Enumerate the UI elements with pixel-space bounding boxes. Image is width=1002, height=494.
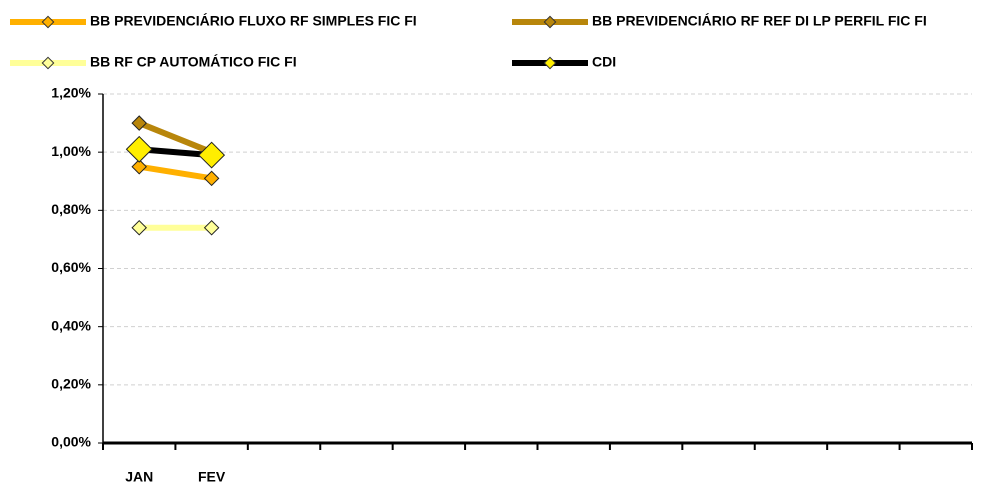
y-tick-label: 0,20% [51, 376, 91, 392]
legend-marker [41, 56, 55, 70]
y-tick-label: 0,60% [51, 259, 91, 275]
marker [203, 170, 220, 187]
marker [198, 141, 226, 169]
legend-label: BB PREVIDENCIÁRIO FLUXO RF SIMPLES FIC F… [90, 13, 417, 29]
legend-label: CDI [592, 54, 616, 70]
y-tick-label: 0,40% [51, 317, 91, 333]
marker [203, 220, 220, 236]
legend-label: BB PREVIDENCIÁRIO RF REF DI LP PERFIL FI… [592, 13, 927, 29]
series-line [138, 163, 213, 182]
y-tick-label: 0,80% [51, 201, 91, 217]
legend-marker [41, 15, 55, 29]
legend-label: BB RF CP AUTOMÁTICO FIC FI [90, 54, 297, 70]
legend-marker [543, 15, 557, 29]
series-line [138, 120, 213, 155]
x-tick-label: JAN [125, 469, 153, 485]
marker [131, 115, 147, 131]
y-tick-label: 0,00% [51, 434, 91, 450]
marker [125, 135, 153, 163]
x-tick-label: FEV [198, 469, 226, 485]
legend-marker [543, 56, 557, 70]
marker [131, 158, 147, 175]
marker [131, 220, 147, 236]
y-tick-label: 1,00% [51, 143, 91, 159]
y-tick-label: 1,20% [51, 85, 91, 101]
